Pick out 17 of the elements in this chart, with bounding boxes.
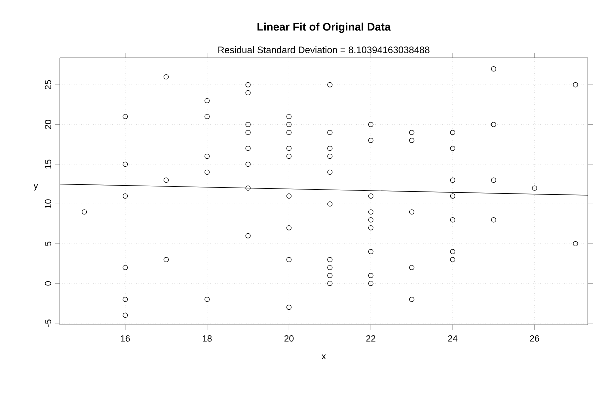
y-tick-label: 25 [45, 80, 52, 90]
y-tick-label: 15 [45, 160, 52, 169]
y-tick-label: 5 [45, 242, 52, 246]
y-tick-label: -5 [45, 320, 52, 327]
x-axis-title: x [322, 354, 326, 360]
x-tick-label: 22 [366, 336, 376, 342]
x-tick-label: 18 [203, 336, 212, 342]
y-axis-title: y [34, 184, 38, 191]
y-tick-label: 20 [45, 120, 52, 130]
x-tick-label: 24 [448, 336, 458, 342]
y-tick-label: 0 [45, 282, 52, 286]
x-tick-label: 16 [121, 336, 130, 342]
x-tick-label: 20 [284, 336, 294, 342]
x-tick-label: 26 [530, 336, 540, 342]
chart-title: Linear Fit of Original Data [258, 22, 392, 34]
chart-subtitle: Residual Standard Deviation = 8.10394163038488 [218, 46, 430, 54]
y-tick-label: 10 [45, 200, 52, 209]
